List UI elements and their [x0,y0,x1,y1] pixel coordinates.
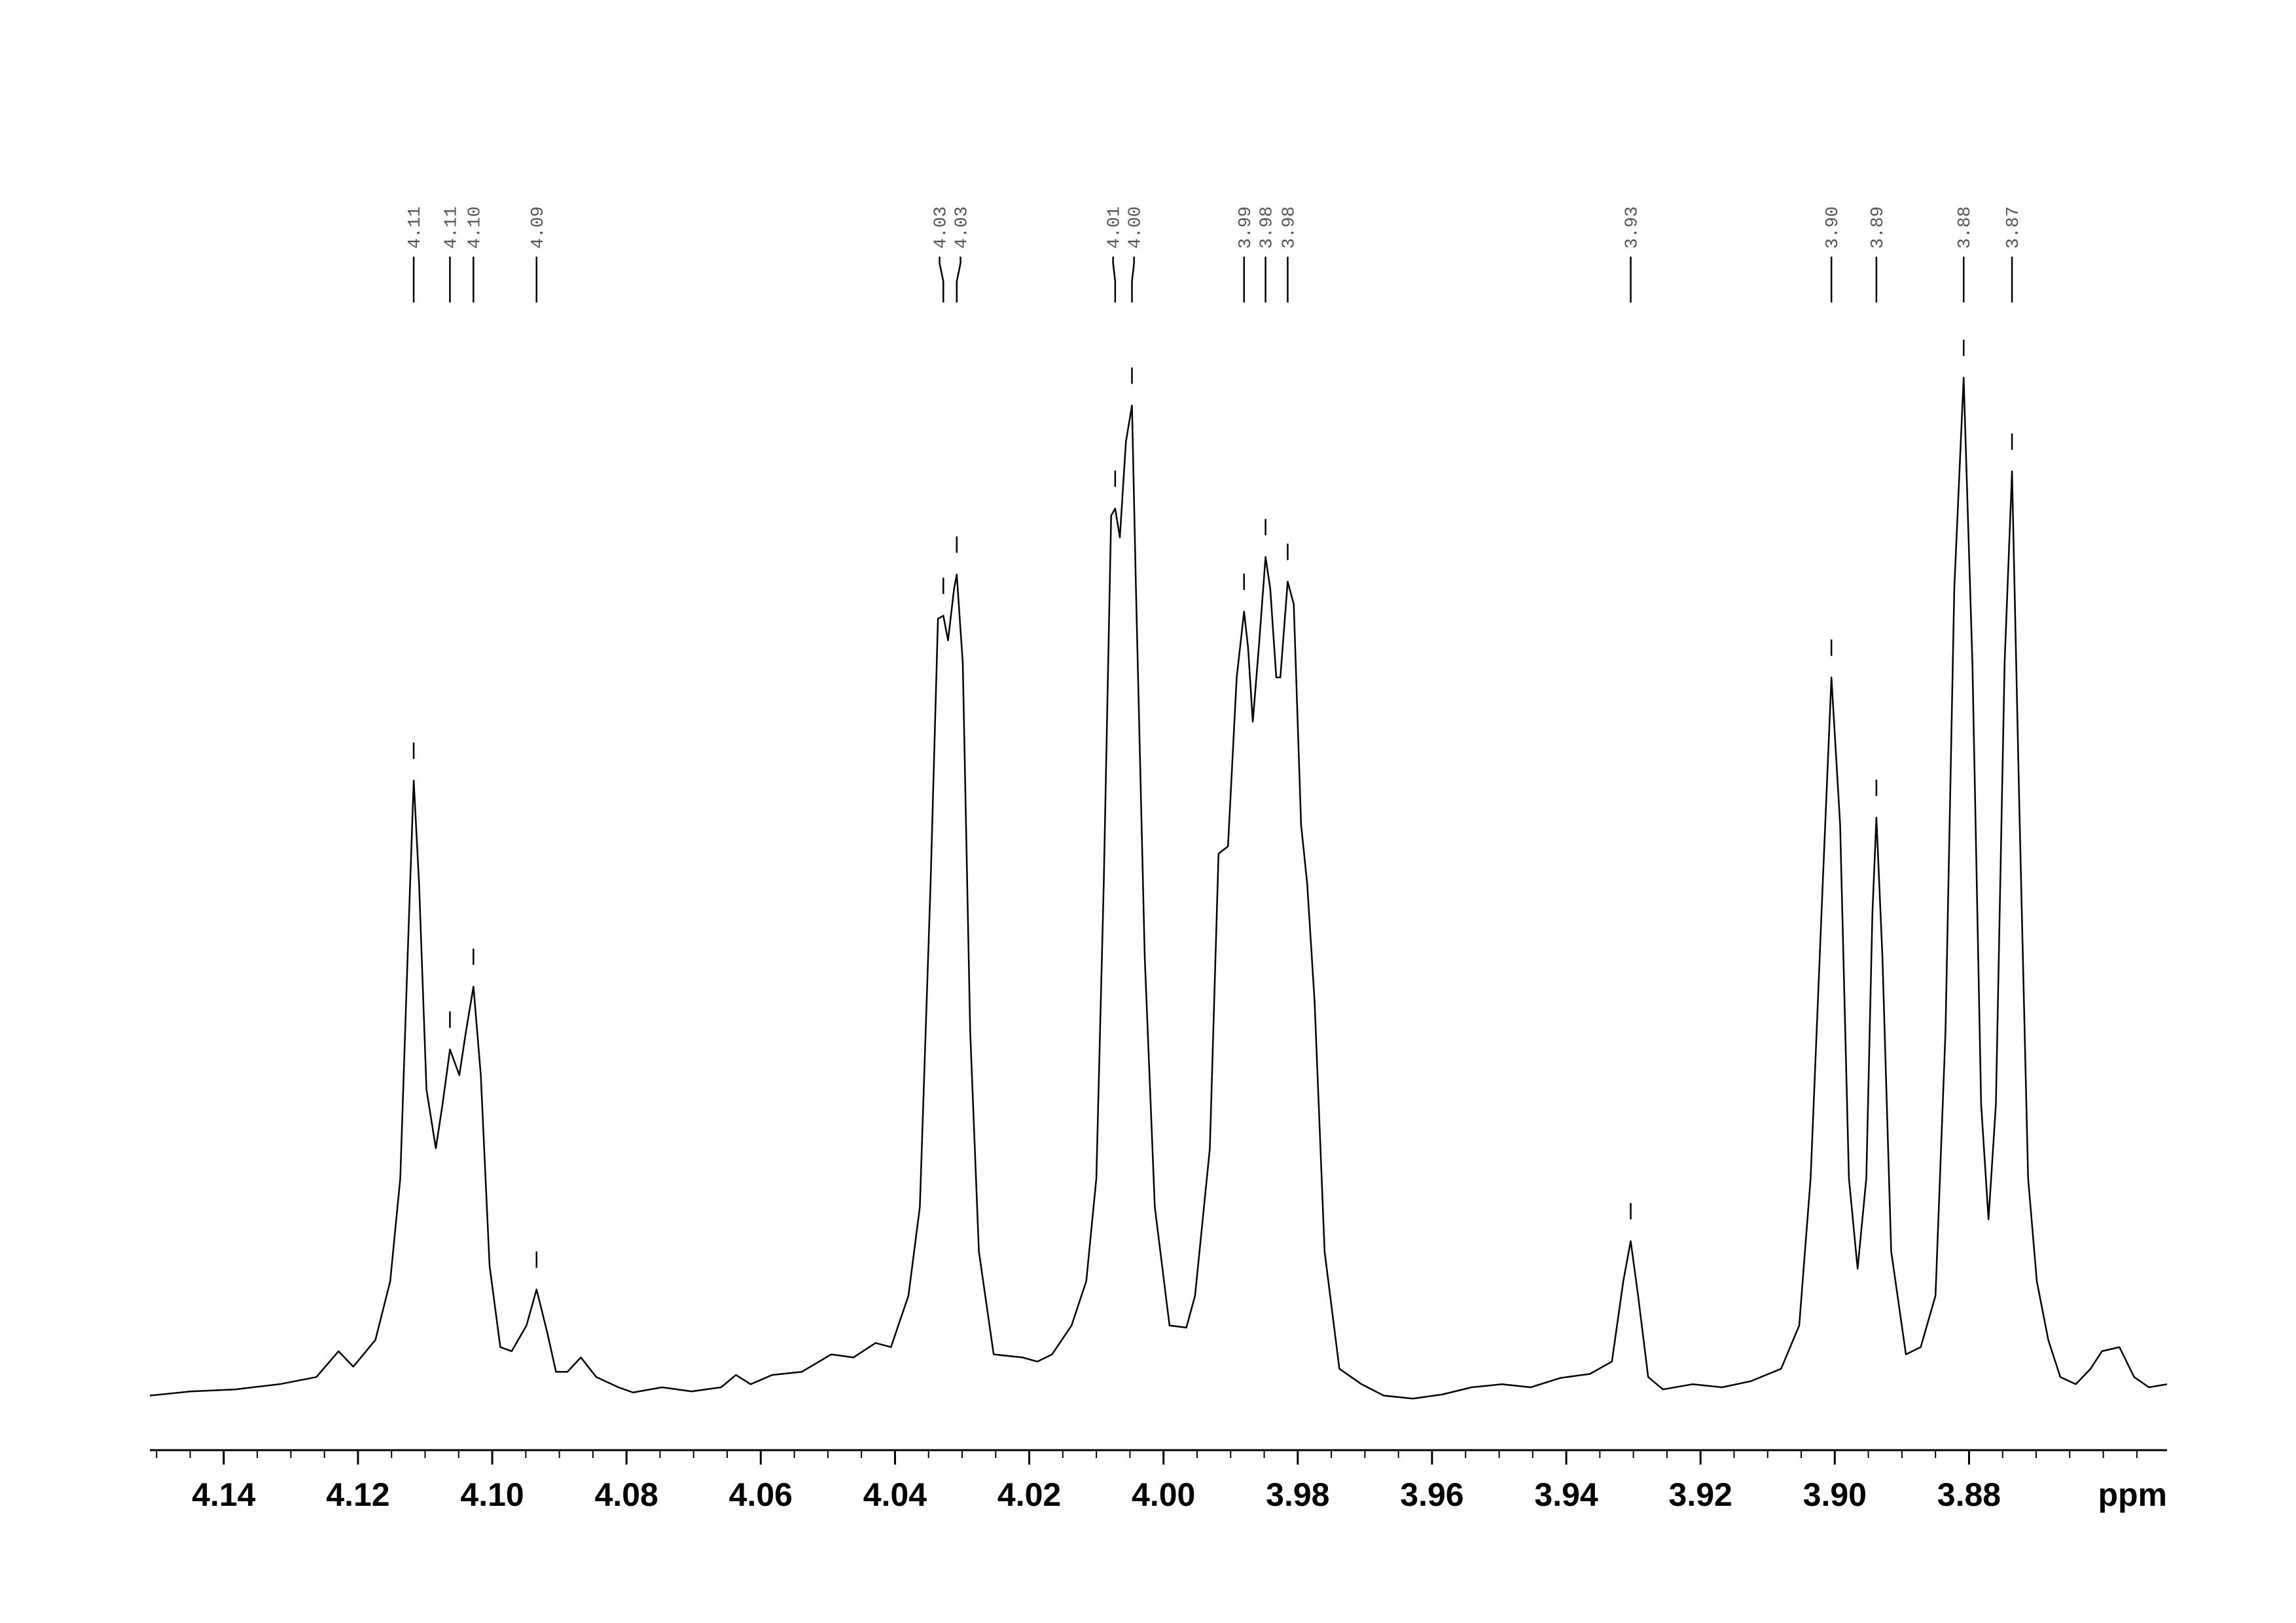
x-tick-label: 4.06 [729,1476,793,1513]
x-tick-label: 4.12 [326,1476,389,1513]
peak-label: 3.88 [1956,206,1975,249]
x-tick-label: 4.02 [997,1476,1061,1513]
x-tick-label: 4.00 [1132,1476,1195,1513]
peak-label: 4.01 [1105,206,1125,249]
peak-leader [939,257,944,302]
x-tick-label: 3.98 [1266,1476,1329,1513]
peak-label: 3.99 [1236,206,1256,249]
peak-label: 4.03 [953,206,973,249]
x-tick-label: 3.88 [1937,1476,2001,1513]
peak-leader [1112,257,1117,302]
peak-label: 3.87 [2004,206,2024,249]
x-tick-label: 4.08 [595,1476,658,1513]
x-tick-label: 3.92 [1669,1476,1732,1513]
spectrum-line [149,376,2168,1400]
x-tick-label: 4.10 [460,1476,524,1513]
x-tick-label: 4.04 [863,1476,927,1513]
peak-label: 4.00 [1126,206,1146,249]
peak-label: 4.03 [932,206,952,249]
peak-leader [956,257,961,302]
peak-leader [1131,257,1135,302]
peak-label: 3.93 [1623,206,1643,249]
peak-label: 4.09 [529,206,548,249]
peak-label: 4.11 [406,206,425,249]
x-tick-label: 3.90 [1803,1476,1867,1513]
peak-label: 3.90 [1823,206,1843,249]
x-axis-label: ppm [2098,1476,2167,1513]
peak-label: 4.11 [442,206,461,249]
peak-label: 3.98 [1258,206,1278,249]
peak-label: 4.10 [465,206,485,249]
x-tick-label: 4.14 [192,1476,256,1513]
peak-label: 3.89 [1869,206,1888,249]
peak-label: 3.98 [1280,206,1299,249]
x-tick-label: 3.96 [1400,1476,1463,1513]
x-tick-label: 3.94 [1534,1476,1598,1513]
